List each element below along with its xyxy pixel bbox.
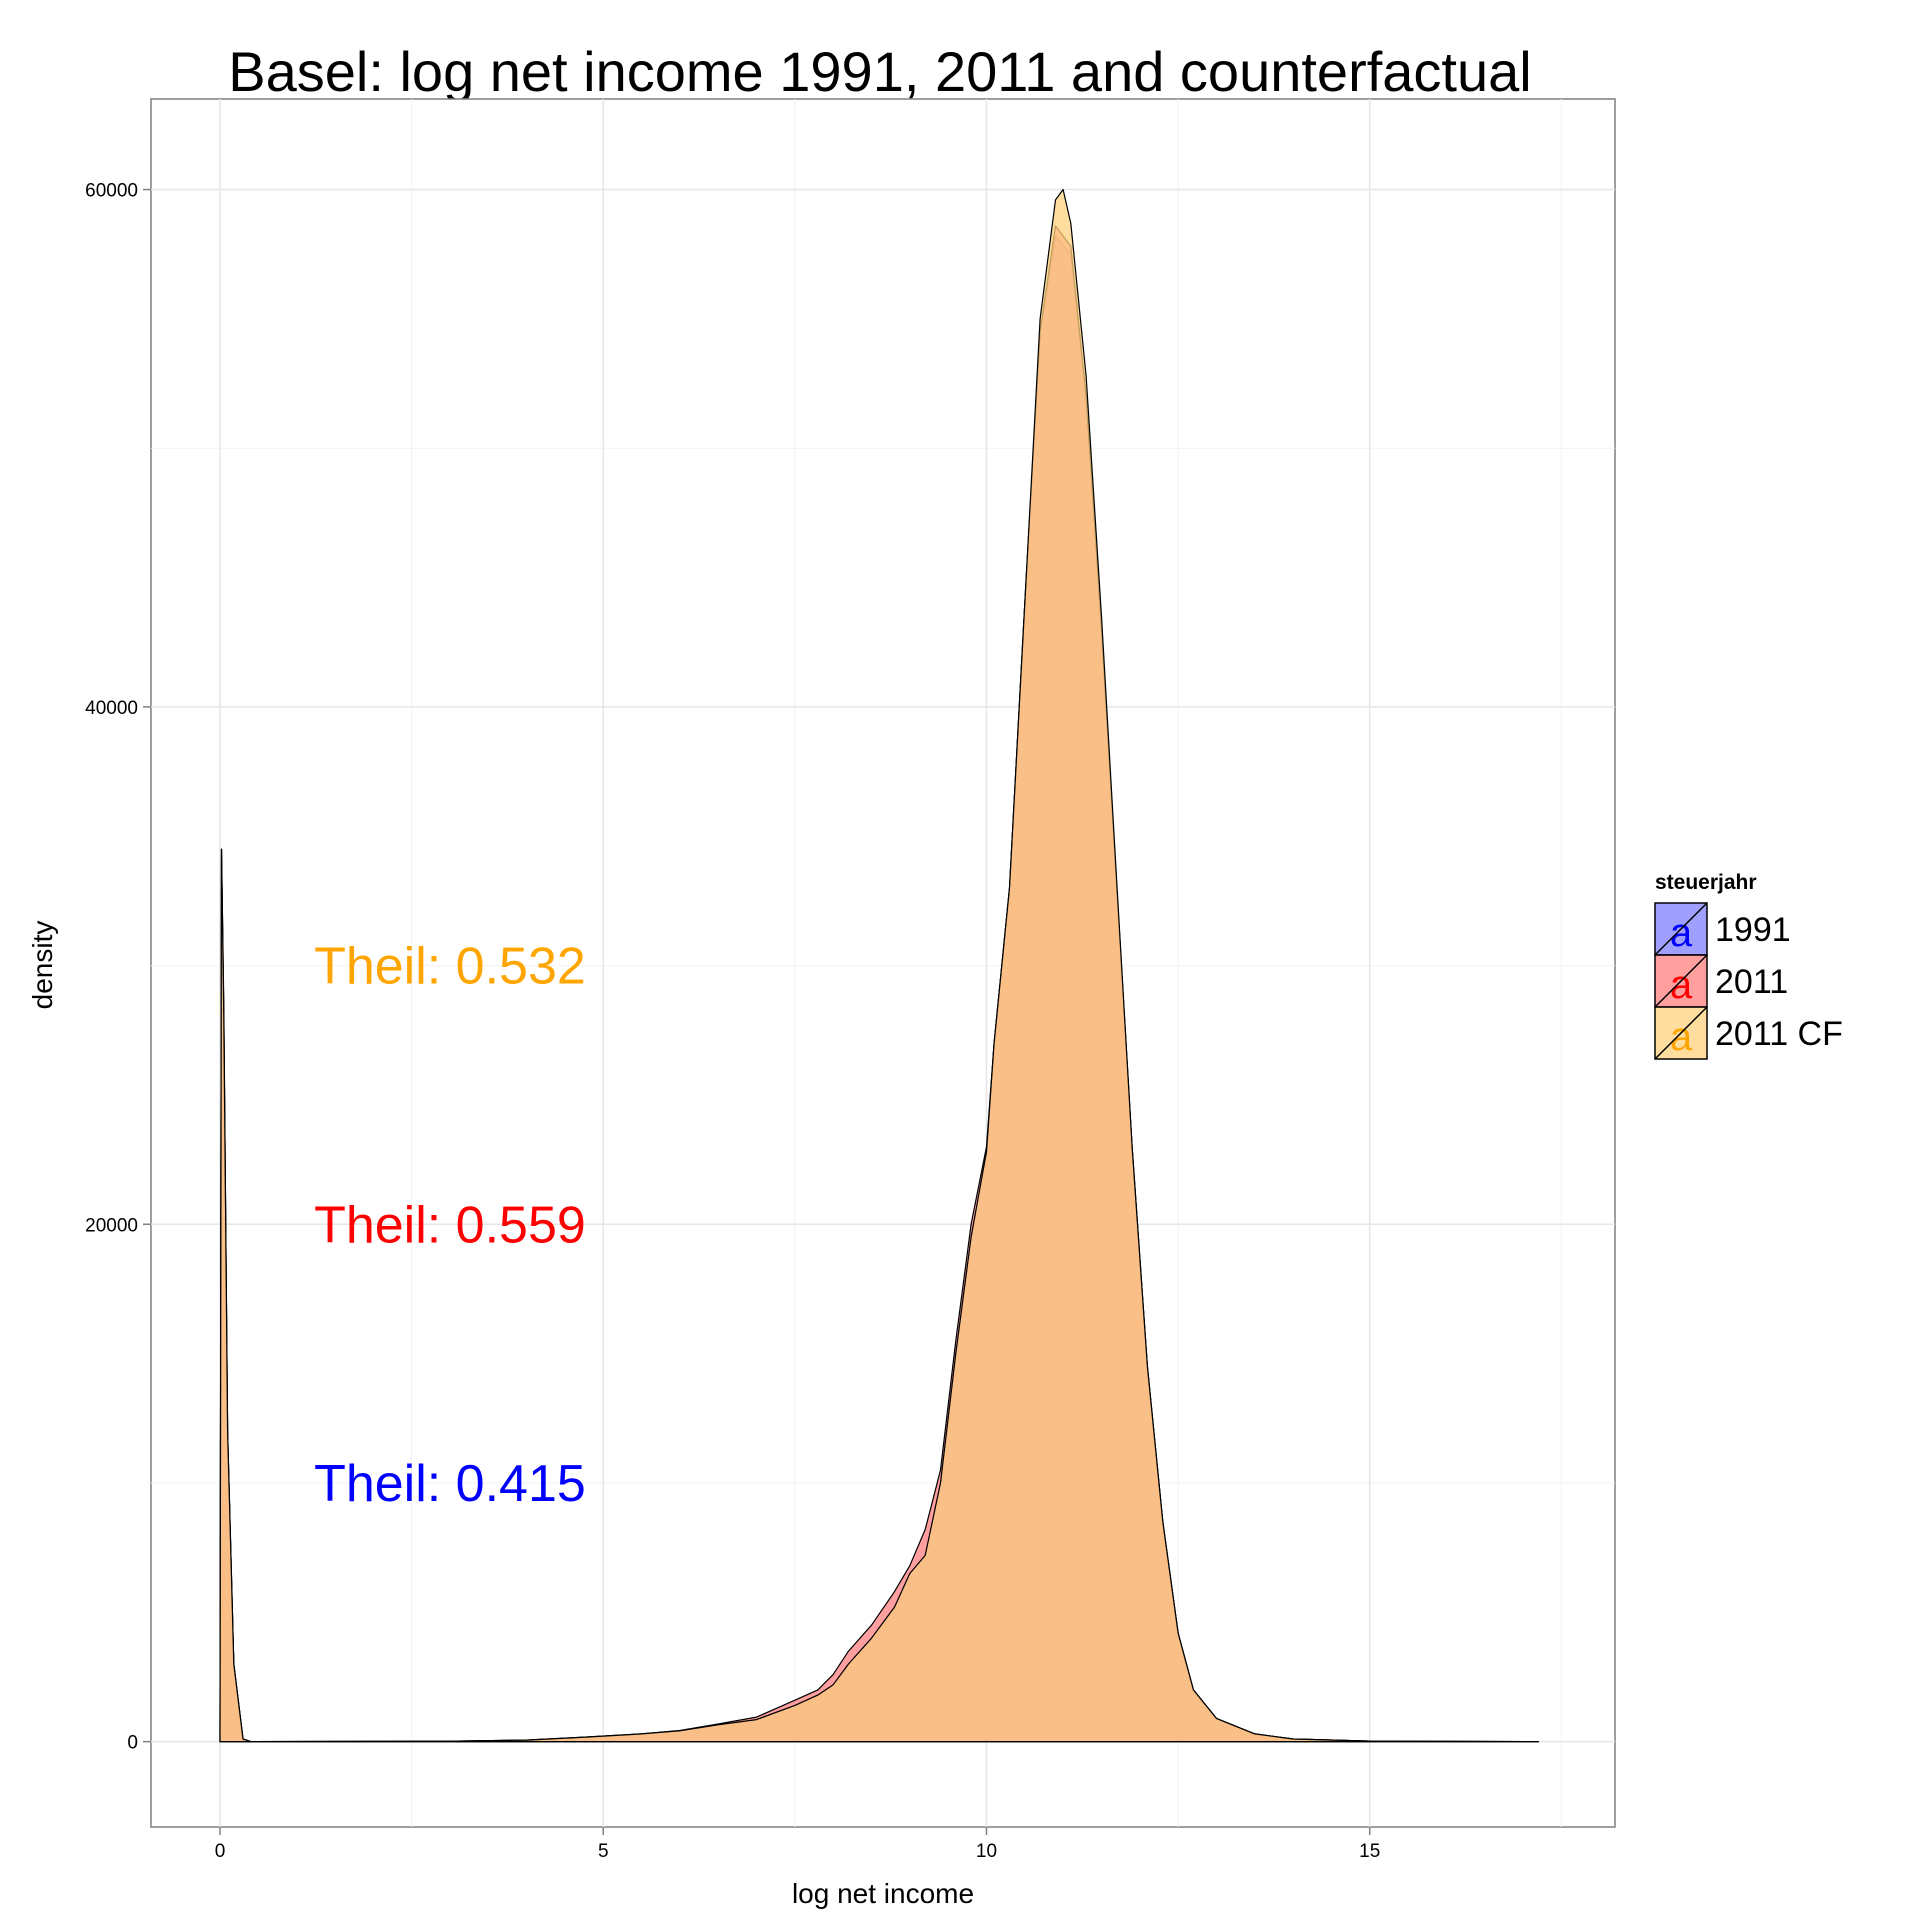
legend: steuerjahr a 1991 a 2011 a 2011 CF [1654,871,1843,1060]
legend-glyph: a [1670,963,1693,1007]
plot-panel [150,98,1616,1828]
legend-item: a 1991 [1654,902,1791,956]
theil-annotations: Theil: 0.532 Theil: 0.559 Theil: 0.415 [314,938,586,1513]
legend-label: 1991 [1715,911,1791,949]
theil-annotation: Theil: 0.532 [314,938,586,996]
density-areas [219,188,1539,1743]
legend-item: a 2011 CF [1654,1006,1843,1060]
legend-item: a 2011 [1654,954,1788,1008]
y-axis-title: density [27,921,58,1010]
legend-glyph: a [1670,1015,1693,1059]
y-tick-label: 20000 [85,1215,138,1236]
x-axis: 0 5 10 15 [215,1827,1380,1862]
density-area-2011-cf [219,188,1539,1743]
legend-glyph: a [1670,911,1693,955]
legend-title: steuerjahr [1655,871,1757,894]
x-axis-title: log net income [792,1878,974,1909]
grid-lines [151,99,1615,1827]
legend-key-line [1654,954,1708,1008]
legend-key-line [1654,1006,1708,1060]
y-axis: 0 20000 40000 60000 [85,181,151,1754]
theil-annotation: Theil: 0.559 [314,1196,586,1254]
theil-annotation: Theil: 0.415 [314,1455,586,1513]
x-tick-label: 10 [976,1841,997,1862]
legend-label: 2011 CF [1715,1015,1843,1053]
x-tick-label: 15 [1359,1841,1380,1862]
legend-key-line [1654,902,1708,956]
legend-items: a 1991 a 2011 a 2011 CF [1654,902,1843,1060]
chart-title: Basel: log net income 1991, 2011 and cou… [228,40,1531,103]
x-tick-label: 5 [598,1841,609,1862]
y-tick-label: 40000 [85,698,138,719]
x-tick-label: 0 [215,1841,226,1862]
y-tick-label: 60000 [85,181,138,202]
legend-label: 2011 [1715,963,1788,1001]
y-tick-label: 0 [127,1733,138,1754]
